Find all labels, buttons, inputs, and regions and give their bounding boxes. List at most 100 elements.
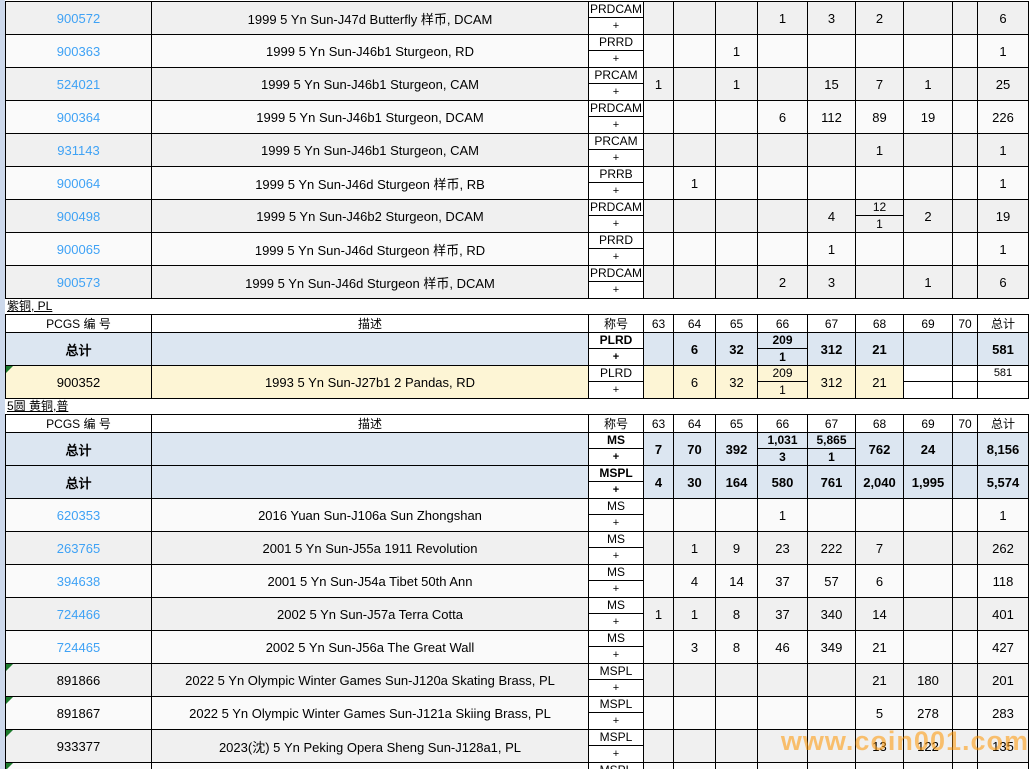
total-count-cell: 581 [977, 332, 1029, 366]
grade-count-cell [903, 332, 953, 366]
grade-count-cell [952, 166, 978, 200]
pcgs-number-link[interactable]: 900064 [56, 175, 101, 191]
grade-count-cell [673, 1, 716, 35]
table-row: 900364 1999 5 Yn Sun-J46b1 Sturgeon, DCAM… [5, 100, 1029, 134]
pcgs-number: 891867 [56, 705, 101, 721]
description-cell: 2002 5 Yn Sun-J56a The Great Wall [151, 630, 589, 664]
total-count-cell: 8,156 [977, 432, 1029, 466]
pcgs-cell: 891866 [5, 663, 152, 697]
grade-count-cell [952, 100, 978, 134]
pcgs-cell: 900363 [5, 34, 152, 68]
grade-count-cell: 7 [855, 531, 904, 565]
grade-count-cell [952, 332, 978, 366]
grade-count-cell [952, 432, 978, 466]
description-cell [151, 332, 589, 366]
pcgs-number-link[interactable]: 900572 [56, 10, 101, 26]
split-cell-top: 5,865 [808, 434, 855, 449]
designation-label: MSPL [589, 467, 643, 482]
grade-count-cell [757, 199, 808, 233]
designation-plus: + [612, 218, 620, 230]
pcgs-number-link[interactable]: 620353 [56, 507, 101, 523]
grade-count-cell: 3 [807, 265, 856, 299]
designation-plus: + [612, 616, 620, 628]
grade-count-cell: 2 [855, 1, 904, 35]
pcgs-number-link[interactable]: 263765 [56, 540, 101, 556]
pcgs-cell: 524021 [5, 67, 152, 101]
grade-count-cell [715, 100, 758, 134]
grade-count-cell: 6 [757, 100, 808, 134]
designation-plus: + [612, 484, 620, 496]
grade-count-cell [903, 365, 953, 399]
pcgs-number-link[interactable]: 900065 [56, 241, 101, 257]
designation-plus: + [612, 451, 620, 463]
grade-count-cell [903, 597, 953, 631]
grade-count-cell: 1 [715, 67, 758, 101]
population-table: PCGS 编 号描述 称号 63 64 65 66 67 68 69 70 总计 总计 PLRD +6 32… [5, 314, 1029, 399]
split-cell-top: 209 [758, 334, 807, 349]
grade-count-cell: 21 [855, 365, 904, 399]
grade-count-cell [673, 265, 716, 299]
pcgs-number-link[interactable]: 900364 [56, 109, 101, 125]
grade-count-cell: 209 1 [757, 365, 808, 399]
total-count-cell: 401 [977, 597, 1029, 631]
header-grade-70: 70 [952, 414, 978, 433]
table-row: 900572 1999 5 Yn Sun-J47d Butterfly 样币, D… [5, 1, 1029, 35]
designation-label: PRDCAM [589, 200, 643, 216]
grade-count-cell: 349 [807, 630, 856, 664]
pcgs-number-link[interactable]: 900363 [56, 43, 101, 59]
designation-plus: + [612, 185, 620, 197]
table-header-row: PCGS 编 号描述 称号 63 64 65 66 67 68 69 70 总计 [5, 414, 1029, 433]
pcgs-number-link[interactable]: 900573 [56, 274, 101, 290]
grade-count-cell [952, 465, 978, 499]
designation-plus: + [612, 20, 620, 32]
split-cell-top [904, 367, 952, 382]
pcgs-cell: 724466 [5, 597, 152, 631]
designation-plus: + [612, 517, 620, 529]
pcgs-number-link[interactable]: 724466 [56, 606, 101, 622]
split-cell-bottom: 3 [779, 450, 786, 464]
grade-count-cell: 1 [757, 1, 808, 35]
grade-count-cell [673, 67, 716, 101]
grade-count-cell [807, 663, 856, 697]
designation-label: MSPL [590, 764, 643, 769]
left-edge-strip [0, 0, 5, 769]
total-count-cell: 25 [977, 67, 1029, 101]
total-count-cell: 1 [977, 232, 1029, 266]
grade-count-cell [952, 265, 978, 299]
pcgs-number-link[interactable]: 394638 [56, 573, 101, 589]
total-count-cell: 6 [977, 265, 1029, 299]
grade-count-cell: 6 [673, 332, 716, 366]
pcgs-number-link[interactable]: 931143 [57, 142, 100, 158]
grade-count-cell [757, 166, 808, 200]
grade-count-cell [643, 729, 674, 763]
table-row: 263765 2001 5 Yn Sun-J55a 1911 Revolution… [5, 531, 1029, 565]
grade-count-cell [673, 199, 716, 233]
grade-count-cell [807, 729, 856, 763]
description-cell: 1999 5 Yn Sun-J46d Sturgeon 样币, RB [151, 166, 589, 200]
pcgs-cell: 933377 [5, 729, 152, 763]
designation-plus: + [612, 86, 620, 98]
pcgs-number-link[interactable]: 524021 [56, 76, 101, 92]
grade-count-cell [673, 498, 716, 532]
comment-marker-icon [6, 763, 13, 769]
pcgs-cell: 620353 [5, 498, 152, 532]
split-cell-top: 12 [856, 201, 903, 216]
header-grade-69: 69 [903, 414, 953, 433]
designation-cell: PLRD + [588, 365, 644, 399]
grade-count-cell: 37 [757, 597, 808, 631]
description-cell: 1999 5 Yn Sun-J46d Sturgeon 样币, RD [151, 232, 589, 266]
designation-cell: PRCAM + [588, 133, 644, 167]
designation-label: MS [589, 500, 643, 515]
total-count-cell: 427 [977, 630, 1029, 664]
split-cell-bottom: 1 [779, 383, 786, 397]
pcgs-number-link[interactable]: 900498 [56, 208, 101, 224]
header-designation: 称号 [588, 314, 644, 333]
grade-count-cell [715, 696, 758, 730]
grade-count-cell [643, 232, 674, 266]
grade-count-cell [952, 133, 978, 167]
pcgs-number-link[interactable]: 724465 [56, 639, 101, 655]
designation-label: PLRD [589, 334, 643, 349]
pcgs-number: 933377 [56, 738, 101, 754]
grade-count-cell: 57 [807, 564, 856, 598]
header-pcgs-number: PCGS 编 号 [5, 414, 152, 433]
